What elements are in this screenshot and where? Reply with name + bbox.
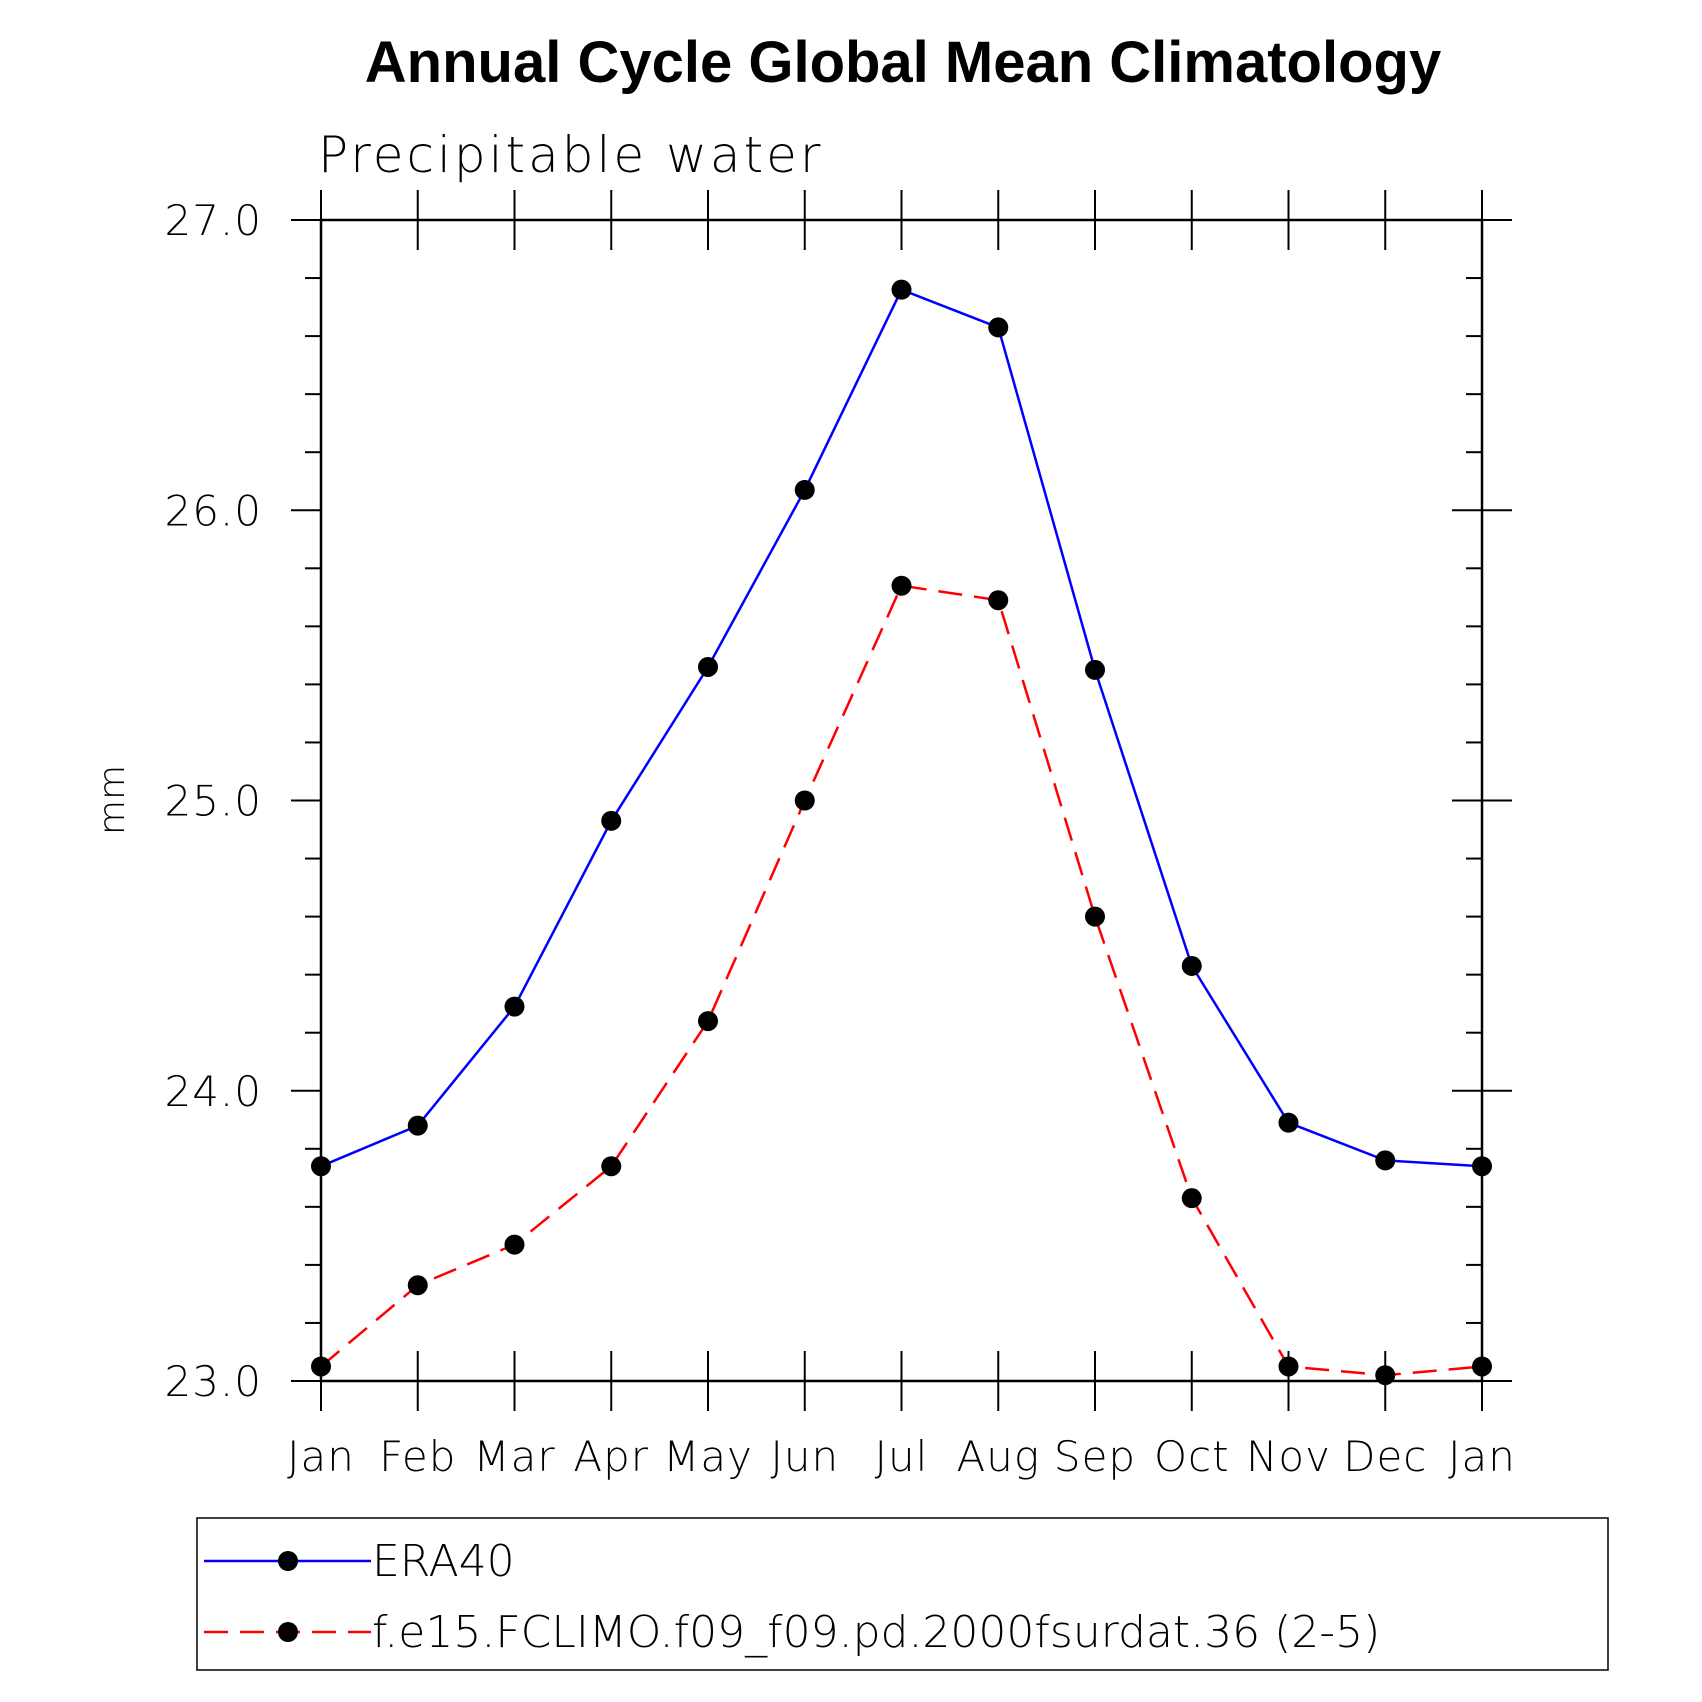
series-point-0	[1085, 659, 1105, 680]
legend-item-fclimo: f.e15.FCLIMO.f09_f09.pd.2000fsurdat.36 (…	[204, 1607, 1380, 1658]
y-tick-label: 23.0	[164, 1357, 262, 1406]
series-point-0	[1375, 1150, 1396, 1171]
x-tick-label: Aug	[956, 1432, 1040, 1481]
chart-title: Annual Cycle Global Mean Climatology	[365, 30, 1441, 95]
series-point-1	[1181, 1188, 1202, 1209]
legend-label-fclimo: f.e15.FCLIMO.f09_f09.pd.2000fsurdat.36 (…	[372, 1607, 1380, 1658]
x-axis-tick-labels: Jan Feb Mar Apr May Jun Jul Aug Sep Oct Nov Dec Jan	[287, 1432, 1516, 1481]
y-axis-label: mm	[92, 765, 133, 835]
series-point-1	[698, 1011, 718, 1032]
series-line-1	[320, 584, 1483, 1377]
y-tick-label: 24.0	[164, 1067, 262, 1116]
x-tick-label: Nov	[1246, 1432, 1331, 1481]
y-axis-tick-labels: 23.0 24.0 25.0 26.0 27.0	[164, 196, 262, 1406]
legend-marker-era40	[278, 1551, 298, 1571]
legend-label-era40: ERA40	[372, 1536, 515, 1587]
x-tick-label: May	[663, 1432, 753, 1481]
x-tick-label: Dec	[1343, 1432, 1427, 1481]
chart-subtitle: Precipitable water	[318, 126, 824, 184]
legend-box	[196, 1517, 1609, 1671]
x-tick-label: Jan	[287, 1432, 355, 1481]
series-point-1	[794, 790, 815, 811]
series-point-1	[601, 1156, 622, 1177]
series-point-1	[504, 1234, 525, 1255]
series-line-0	[320, 288, 1483, 1168]
x-tick-label: Oct	[1154, 1432, 1230, 1481]
series-point-1	[407, 1275, 428, 1296]
series-point-0	[504, 996, 525, 1017]
series-point-0	[794, 479, 815, 500]
x-tick-label: Jul	[875, 1432, 929, 1481]
series-point-1	[891, 575, 912, 596]
x-tick-label: Jan	[1448, 1432, 1516, 1481]
x-tick-label: Feb	[379, 1432, 456, 1481]
y-axis-ticks	[291, 219, 1512, 1382]
x-tick-label: Apr	[573, 1432, 649, 1481]
series-point-1	[1085, 906, 1105, 927]
series-point-1	[1278, 1356, 1299, 1377]
series-point-1	[988, 590, 1009, 611]
series-point-1	[1472, 1356, 1492, 1377]
series-point-1	[311, 1356, 331, 1377]
x-tick-label: Jun	[770, 1432, 839, 1481]
series-point-0	[311, 1156, 331, 1177]
x-tick-label: Mar	[473, 1432, 555, 1481]
y-tick-label: 26.0	[164, 486, 262, 535]
series-point-0	[1472, 1156, 1492, 1177]
series-point-0	[407, 1115, 428, 1136]
series-point-0	[1181, 955, 1202, 976]
legend-marker-fclimo	[278, 1622, 298, 1642]
series-point-0	[698, 656, 718, 677]
legend-item-era40: ERA40	[204, 1536, 515, 1587]
x-tick-label: Sep	[1054, 1432, 1136, 1481]
series-point-0	[988, 317, 1009, 338]
x-axis-ticks	[320, 190, 1483, 1411]
series-point-1	[1375, 1365, 1396, 1386]
y-tick-label: 25.0	[164, 777, 262, 826]
series-point-0	[891, 279, 912, 300]
series-point-0	[1278, 1112, 1299, 1133]
plot-frame	[319, 218, 1484, 1383]
series-layer	[311, 279, 1492, 1386]
y-tick-label: 27.0	[164, 196, 262, 245]
series-point-0	[601, 810, 622, 831]
